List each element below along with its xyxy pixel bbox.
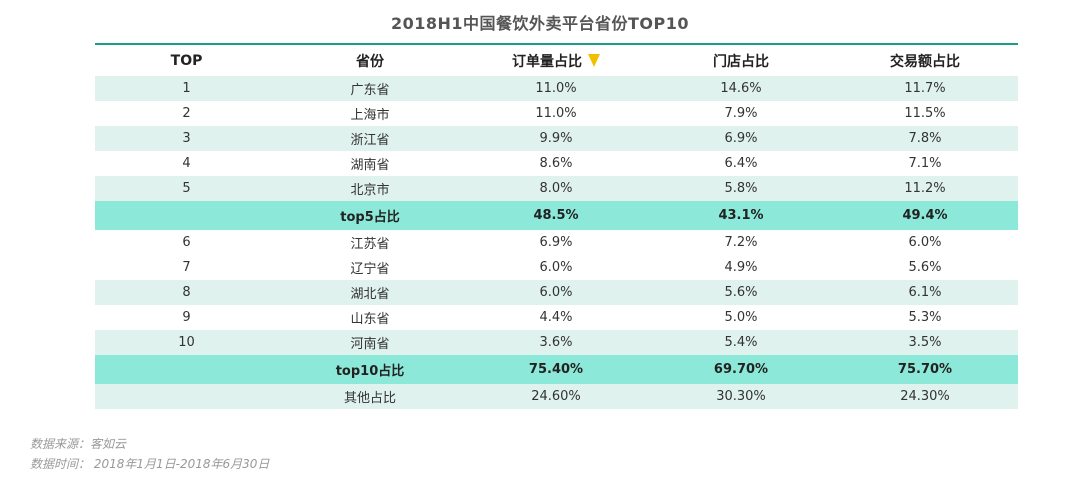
cell-store-share: 5.0% <box>724 310 758 325</box>
cell-store-share: 6.4% <box>724 156 758 171</box>
table-body: 1 广东省 11.0% 14.6% 11.7% 2 上海市 11.0% 7.9% 11.5% 3 浙江… <box>95 76 1018 409</box>
cell-gmv-share: 75.70% <box>897 362 953 377</box>
cell-top: 8 <box>182 285 191 300</box>
cell-gmv-share: 6.0% <box>908 235 942 250</box>
cell-store-share: 7.9% <box>724 106 758 121</box>
table-row: 9 山东省 4.4% 5.0% 5.3% <box>95 305 1018 330</box>
cell-store-share: 7.2% <box>724 235 758 250</box>
cell-province: 广东省 <box>350 83 390 98</box>
cell-top: 4 <box>182 156 191 171</box>
table-row: top10占比 75.40% 69.70% 75.70% <box>95 355 1018 384</box>
cell-gmv-share: 6.1% <box>908 285 942 300</box>
sort-desc-icon[interactable] <box>588 54 600 67</box>
header-top: TOP <box>170 52 203 69</box>
cell-store-share: 5.8% <box>724 181 758 196</box>
cell-province: 江苏省 <box>350 237 390 252</box>
chart-title: 2018H1中国餐饮外卖平台省份TOP10 <box>390 14 690 33</box>
cell-gmv-share: 49.4% <box>902 208 948 223</box>
cell-order-share: 3.6% <box>539 335 573 350</box>
cell-order-share: 11.0% <box>535 81 577 96</box>
cell-top: 3 <box>182 131 191 146</box>
cell-top: 10 <box>178 335 195 350</box>
table-row: 8 湖北省 6.0% 5.6% 6.1% <box>95 280 1018 305</box>
table-row: top5占比 48.5% 43.1% 49.4% <box>95 201 1018 230</box>
cell-top: 6 <box>182 235 191 250</box>
cell-province: 其他占比 <box>343 391 396 406</box>
table-row: 7 辽宁省 6.0% 4.9% 5.6% <box>95 255 1018 280</box>
cell-store-share: 5.4% <box>724 335 758 350</box>
cell-top: 2 <box>182 106 191 121</box>
cell-order-share: 48.5% <box>533 208 579 223</box>
cell-gmv-share: 7.1% <box>908 156 942 171</box>
cell-top: 1 <box>182 81 191 96</box>
table-row: 1 广东省 11.0% 14.6% 11.7% <box>95 76 1018 101</box>
table-row: 其他占比 24.60% 30.30% 24.30% <box>95 384 1018 409</box>
data-table: TOP 省份 订单量占比 门店占比 交易额占比 1 广东省 11.0% 14.6% 11… <box>95 43 1018 409</box>
cell-province: top10占比 <box>335 364 405 379</box>
header-store-share: 门店占比 <box>713 53 769 70</box>
cell-order-share: 6.9% <box>539 235 573 250</box>
cell-province: 山东省 <box>350 312 390 327</box>
cell-order-share: 75.40% <box>528 362 584 377</box>
cell-store-share: 43.1% <box>718 208 764 223</box>
cell-top <box>95 355 278 384</box>
cell-store-share: 14.6% <box>720 81 762 96</box>
table-row: 4 湖南省 8.6% 6.4% 7.1% <box>95 151 1018 176</box>
cell-order-share: 11.0% <box>535 106 577 121</box>
table-header-row: TOP 省份 订单量占比 门店占比 交易额占比 <box>95 45 1018 76</box>
header-gmv-share: 交易额占比 <box>890 53 960 70</box>
cell-top <box>95 384 278 409</box>
cell-order-share: 8.0% <box>539 181 573 196</box>
cell-order-share: 6.0% <box>539 260 573 275</box>
cell-province: 北京市 <box>350 183 390 198</box>
cell-gmv-share: 11.7% <box>904 81 946 96</box>
cell-province: top5占比 <box>340 210 400 225</box>
cell-top <box>95 201 278 230</box>
cell-store-share: 4.9% <box>724 260 758 275</box>
data-source-note: 数据来源：客如云 <box>30 437 127 451</box>
cell-gmv-share: 3.5% <box>908 335 942 350</box>
cell-store-share: 30.30% <box>716 389 766 404</box>
data-time-note: 数据时间： 2018年1月1日-2018年6月30日 <box>30 457 270 471</box>
cell-gmv-share: 5.6% <box>908 260 942 275</box>
cell-gmv-share: 11.2% <box>904 181 946 196</box>
header-order-share-label: 订单量占比 <box>512 53 582 70</box>
cell-province: 上海市 <box>350 108 390 123</box>
cell-province: 浙江省 <box>350 133 390 148</box>
cell-top: 5 <box>182 181 191 196</box>
cell-province: 辽宁省 <box>350 262 390 277</box>
cell-store-share: 6.9% <box>724 131 758 146</box>
table-row: 6 江苏省 6.9% 7.2% 6.0% <box>95 230 1018 255</box>
cell-gmv-share: 24.30% <box>900 389 950 404</box>
cell-gmv-share: 11.5% <box>904 106 946 121</box>
cell-top: 9 <box>182 310 191 325</box>
cell-province: 湖南省 <box>350 158 390 173</box>
cell-order-share: 4.4% <box>539 310 573 325</box>
table-row: 3 浙江省 9.9% 6.9% 7.8% <box>95 126 1018 151</box>
header-province: 省份 <box>356 53 384 70</box>
header-order-share[interactable]: 订单量占比 <box>462 45 650 76</box>
cell-gmv-share: 7.8% <box>908 131 942 146</box>
cell-top: 7 <box>182 260 191 275</box>
table-row: 10 河南省 3.6% 5.4% 3.5% <box>95 330 1018 355</box>
cell-province: 湖北省 <box>350 287 390 302</box>
cell-order-share: 9.9% <box>539 131 573 146</box>
table-row: 5 北京市 8.0% 5.8% 11.2% <box>95 176 1018 201</box>
cell-order-share: 8.6% <box>539 156 573 171</box>
cell-store-share: 5.6% <box>724 285 758 300</box>
cell-order-share: 24.60% <box>531 389 581 404</box>
table-row: 2 上海市 11.0% 7.9% 11.5% <box>95 101 1018 126</box>
cell-order-share: 6.0% <box>539 285 573 300</box>
cell-gmv-share: 5.3% <box>908 310 942 325</box>
cell-province: 河南省 <box>350 337 390 352</box>
cell-store-share: 69.70% <box>713 362 769 377</box>
